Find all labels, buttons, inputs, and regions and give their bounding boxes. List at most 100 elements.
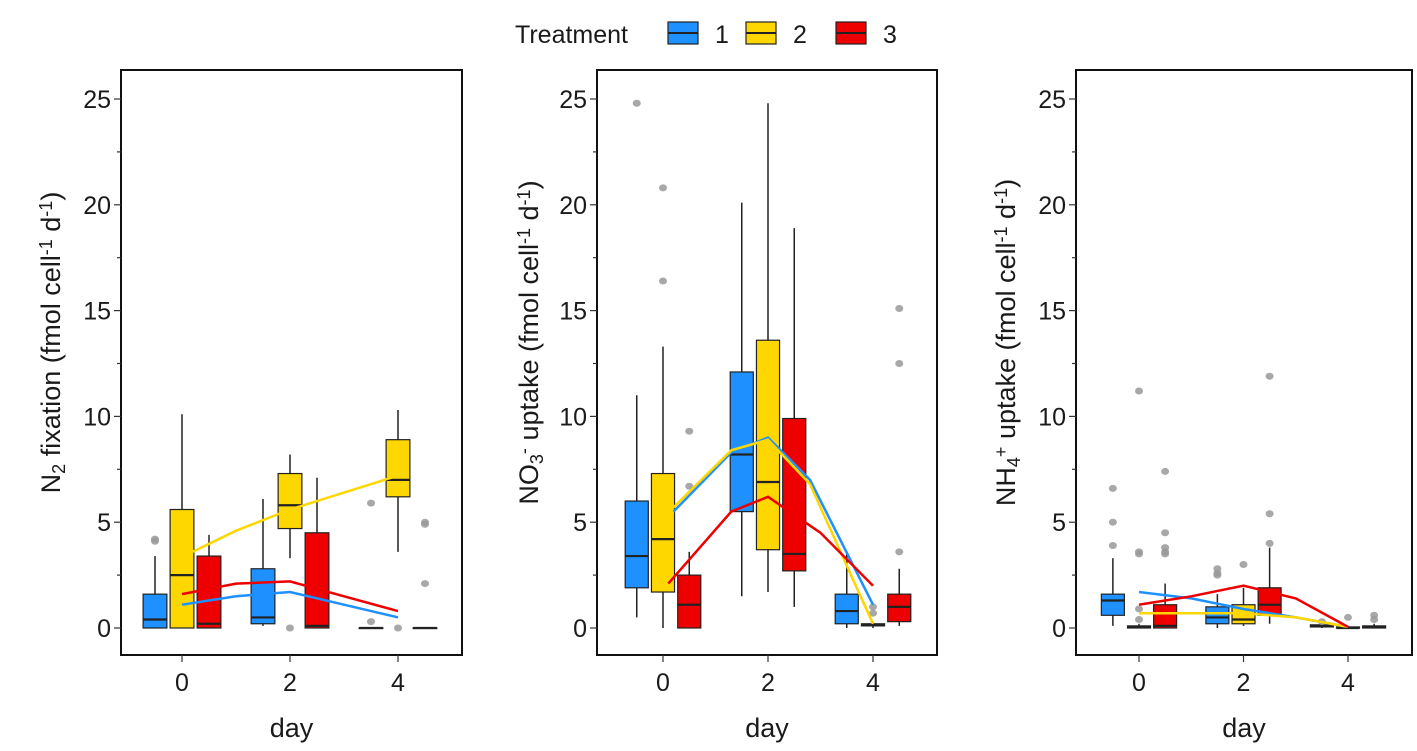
box xyxy=(304,532,330,629)
y-axis-label-part: -1 xyxy=(991,188,1011,204)
box-day2-t2 xyxy=(755,103,781,593)
y-axis-label-part: -1 xyxy=(991,226,1011,242)
outlier-point xyxy=(367,499,375,507)
y-tick-label: 5 xyxy=(97,509,111,537)
legend: Treatment 1 2 3 xyxy=(515,21,897,49)
outlier-point xyxy=(1108,518,1117,526)
box xyxy=(1100,593,1125,616)
y-tick-label: 25 xyxy=(83,86,111,114)
outlier-point xyxy=(869,603,877,611)
box-day4-t3 xyxy=(412,518,438,630)
outlier-point xyxy=(1135,387,1143,395)
trend-line-t2 xyxy=(192,474,399,553)
y-axis-label-part: -1 xyxy=(514,228,534,244)
outlier-point xyxy=(1265,372,1274,380)
y-tick-label: 10 xyxy=(83,403,111,431)
y-tick-label: 5 xyxy=(1052,509,1066,537)
y-tick-label: 15 xyxy=(559,298,587,326)
y-axis-label-part: d xyxy=(514,205,544,228)
outlier-point xyxy=(151,537,159,545)
trend-line-t3 xyxy=(667,495,874,587)
y-axis-label-part: uptake (fmol cell xyxy=(514,244,544,448)
outlier-point xyxy=(421,520,429,528)
outlier-point xyxy=(1161,529,1170,537)
legend-item-3: 3 xyxy=(835,21,897,49)
x-axis-label: day xyxy=(270,713,314,743)
box xyxy=(1205,606,1230,625)
outlier-point xyxy=(659,277,667,285)
box-day2-t3 xyxy=(304,477,330,629)
x-tick-label: 4 xyxy=(1341,669,1355,697)
outlier-point xyxy=(1239,561,1248,569)
outlier-point xyxy=(1135,605,1143,613)
y-tick-label: 20 xyxy=(1038,192,1066,220)
box xyxy=(196,555,222,629)
outlier-point xyxy=(1108,541,1117,549)
outlier-point xyxy=(869,609,877,617)
trend-line-t1 xyxy=(672,436,875,606)
y-axis-label-part: uptake (fmol cell xyxy=(991,242,1021,446)
y-axis-label-part: 4 xyxy=(1004,457,1024,467)
outlier-point xyxy=(1161,550,1170,558)
plot-area xyxy=(142,410,438,632)
outlier-point xyxy=(1265,539,1274,547)
y-axis-label-part: NO xyxy=(514,464,544,505)
box-day2-t1 xyxy=(1205,565,1230,628)
y-axis-label-part: d xyxy=(991,204,1021,227)
outlier-point xyxy=(1213,571,1222,579)
y-axis-label-part: ) xyxy=(36,192,66,201)
y-axis-label-part: 3 xyxy=(527,454,547,464)
y-axis-label-part: NH xyxy=(991,467,1021,506)
box xyxy=(277,472,303,530)
outlier-point xyxy=(685,427,694,435)
plot-area xyxy=(624,99,912,629)
box xyxy=(755,339,781,551)
trend-line-t3 xyxy=(1138,584,1349,628)
legend-label: 2 xyxy=(793,21,807,49)
x-tick-label: 2 xyxy=(761,669,775,697)
y-axis-label-part: -1 xyxy=(36,201,56,217)
x-tick-label: 4 xyxy=(866,669,880,697)
trend-line-t3 xyxy=(181,580,399,613)
box xyxy=(142,593,168,629)
plot-frame xyxy=(1075,69,1413,656)
outlier-point xyxy=(685,482,694,490)
box-day2-t2 xyxy=(277,454,303,632)
outlier-point xyxy=(895,304,904,312)
x-tick-label: 2 xyxy=(283,669,297,697)
y-tick-label: 20 xyxy=(83,192,111,220)
legend-label: 1 xyxy=(715,21,729,49)
outlier-point xyxy=(1265,510,1274,518)
y-axis-label-part: fixation (fmol cell xyxy=(36,255,66,464)
legend-item-2: 2 xyxy=(745,21,807,49)
outlier-point xyxy=(1135,550,1143,558)
y-axis-label-part: - xyxy=(514,448,534,454)
y-axis-label-part: ) xyxy=(514,180,544,189)
x-tick-label: 0 xyxy=(175,669,189,697)
outlier-point xyxy=(421,580,429,588)
box xyxy=(650,472,676,593)
box-day0-t3 xyxy=(677,427,702,629)
y-axis-label: N2 fixation (fmol cell-1 d-1) xyxy=(36,192,69,494)
legend-item-1: 1 xyxy=(667,21,729,49)
legend-label: 3 xyxy=(883,21,897,49)
box xyxy=(677,574,702,629)
box-day4-t1 xyxy=(358,499,384,630)
outlier-point xyxy=(1135,616,1143,624)
box-day4-t2 xyxy=(385,410,411,632)
outlier-point xyxy=(632,99,641,107)
box xyxy=(782,417,807,572)
box-day4-t3 xyxy=(887,304,912,626)
trend-line-t2 xyxy=(672,438,875,625)
trend-line-t1 xyxy=(181,590,399,619)
box-day0-t2 xyxy=(1126,387,1152,629)
y-axis-label-part: N xyxy=(36,474,66,494)
x-axis-label: day xyxy=(745,713,789,743)
box-day0-t1 xyxy=(624,99,649,618)
box-day0-t2 xyxy=(650,184,676,628)
y-axis-label: NO3- uptake (fmol cell-1 d-1) xyxy=(514,180,547,504)
box-day0-t3 xyxy=(1153,467,1178,629)
